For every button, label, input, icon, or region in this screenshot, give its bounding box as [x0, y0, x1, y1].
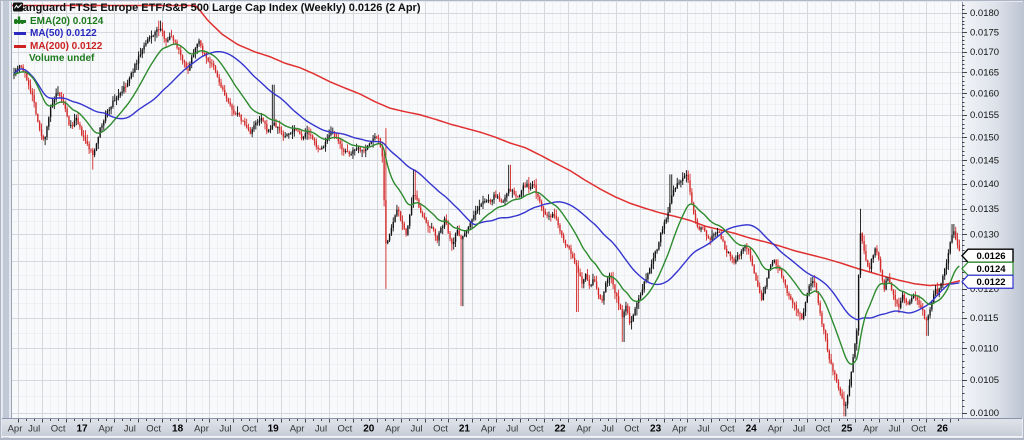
svg-text:0.0126: 0.0126 [976, 251, 1005, 262]
y-axis-tick-label: 0.0135 [970, 204, 999, 215]
legend-item-volume: Volume undef [14, 16, 103, 66]
legend-label-ma50: MA(50) 0.0122 [30, 28, 97, 40]
x-axis-month-label: Jul [124, 424, 136, 435]
price-tag-0.0124: 0.0124 [961, 261, 1014, 276]
page-title: Vanguard FTSE Europe ETF/S&P 500 Large C… [16, 2, 421, 14]
y-axis-tick-label: 0.0155 [970, 110, 999, 121]
x-axis-year-label: 17 [76, 424, 88, 435]
y-axis-tick-label: 0.0145 [970, 155, 999, 166]
legend-item-ma50: MA(50) 0.0122 [14, 28, 103, 41]
x-axis-month-label: Apr [290, 424, 305, 435]
x-axis-month-label: Apr [194, 424, 209, 435]
y-axis-tick-label: 0.0115 [970, 313, 998, 324]
x-axis-month-label: Oct [146, 424, 161, 435]
x-axis-month-label: Oct [911, 424, 926, 435]
x-axis-month-label: Oct [242, 424, 257, 435]
x-axis-year-label: 19 [268, 424, 280, 435]
y-axis-tick-label: 0.0130 [970, 230, 999, 241]
legend-label-ma200: MA(200) 0.0122 [30, 40, 103, 52]
y-axis-tick-label: 0.0120 [970, 284, 999, 295]
x-axis-month-label: Jul [219, 424, 231, 435]
x-axis-year-label: 24 [746, 424, 758, 435]
svg-text:0.0124: 0.0124 [976, 264, 1006, 275]
x-axis-month-label: Oct [720, 424, 735, 435]
y-axis-tick-label: 0.0175 [970, 27, 999, 38]
x-axis-month-label: Oct [816, 424, 831, 435]
x-axis-month-label: Oct [624, 424, 639, 435]
x-axis-month-label: Jul [315, 424, 327, 435]
x-axis-month-label: Apr [672, 424, 687, 435]
y-axis-tick-label: 0.0110 [970, 343, 998, 354]
x-axis-month-label: Apr [768, 424, 783, 435]
x-axis-year-label: 20 [363, 424, 375, 435]
x-axis-month-label: Apr [481, 424, 496, 435]
x-axis-year-label: 18 [172, 424, 184, 435]
legend-item-ma200: MA(200) 0.0122 [14, 40, 103, 53]
x-axis-month-label: Jul [889, 424, 901, 435]
price-tag-0.0122: 0.0122 [961, 274, 1014, 289]
y-axis-tick-label: 0.0170 [970, 47, 999, 58]
x-axis-year-label: 21 [459, 424, 471, 435]
y-axis-tick-label: 0.0160 [970, 88, 999, 99]
x-axis-month-label: Oct [433, 424, 448, 435]
x-axis-year-label: 22 [554, 424, 566, 435]
y-axis-tick-label: 0.0165 [970, 67, 999, 78]
x-axis-month-label: Jul [793, 424, 805, 435]
chart-legend: EMA(20) 0.0124 MA(50) 0.0122 MA(200) 0.0… [14, 15, 103, 65]
x-axis-month-label: Jul [697, 424, 709, 435]
x-axis-month-label: Apr [8, 424, 23, 435]
ma200-line-swatch [14, 44, 26, 48]
legend-label-ema20: EMA(20) 0.0124 [30, 15, 104, 27]
x-axis-month-label: Apr [863, 424, 878, 435]
y-axis-tick-label: 0.0100 [970, 408, 999, 419]
x-axis-month-label: Jul [602, 424, 614, 435]
svg-text:0.0122: 0.0122 [976, 277, 1005, 288]
x-axis-month-label: Jul [411, 424, 423, 435]
x-axis-month-label: Oct [529, 424, 544, 435]
x-axis-month-label: Apr [577, 424, 592, 435]
x-axis-month-label: Apr [99, 424, 114, 435]
x-axis-year-label: 25 [841, 424, 853, 435]
x-axis-month-label: Jul [506, 424, 518, 435]
x-axis-year-label: 23 [650, 424, 662, 435]
y-axis-tick-label: 0.0150 [970, 132, 999, 143]
y-axis-tick-label: 0.0180 [970, 8, 999, 19]
x-axis-month-label: Oct [51, 424, 66, 435]
y-axis-tick-label: 0.0105 [970, 375, 999, 386]
x-axis-month-label: Oct [338, 424, 353, 435]
legend-item-ema20: EMA(20) 0.0124 [14, 15, 103, 28]
x-axis-month-label: Jul [28, 424, 40, 435]
volume-bars-icon [14, 16, 25, 63]
price-tag-0.0126: 0.0126 [961, 248, 1014, 263]
x-axis-year-label: 26 [937, 424, 949, 435]
legend-label-volume: Volume undef [29, 53, 95, 65]
y-axis-tick-label: 0.0140 [970, 179, 999, 190]
ma50-line-swatch [14, 32, 26, 36]
chart-title-row: Vanguard FTSE Europe ETF/S&P 500 Large C… [13, 2, 420, 14]
x-axis-month-label: Apr [385, 424, 400, 435]
